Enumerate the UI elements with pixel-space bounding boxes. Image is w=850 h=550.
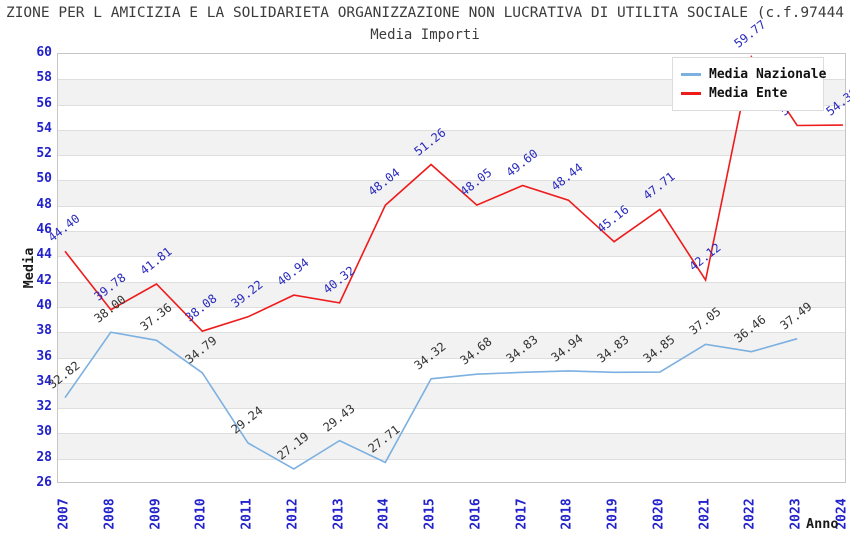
x-tick-label: 2021 — [697, 498, 713, 530]
gridline — [58, 231, 845, 233]
gridline — [58, 79, 845, 81]
y-tick-label: 32 — [36, 399, 52, 415]
y-tick-label: 52 — [36, 146, 52, 162]
legend-line-swatch — [681, 92, 701, 95]
line-media-nazionale — [64, 331, 798, 470]
data-label-media-ente: 59.77 — [731, 17, 769, 51]
plot-band — [58, 129, 845, 156]
x-tick-label: 2015 — [422, 498, 438, 530]
x-tick-label: 2016 — [468, 498, 484, 530]
legend-label: Media Nazionale — [709, 67, 827, 82]
gridline — [58, 155, 845, 157]
y-tick-label: 60 — [36, 45, 52, 60]
y-tick-label: 50 — [36, 171, 52, 187]
x-tick-label: 2011 — [239, 498, 255, 530]
legend-item: Media Nazionale — [681, 65, 826, 84]
x-tick-label: 2009 — [148, 498, 164, 530]
legend: Media Nazionale Media Ente — [672, 57, 826, 111]
x-axis-title: Anno — [806, 516, 839, 532]
y-tick-label: 48 — [36, 196, 52, 212]
x-tick-label: 2017 — [514, 498, 530, 530]
x-tick-label: 2010 — [193, 498, 209, 530]
y-tick-label: 36 — [36, 348, 52, 364]
gridline — [58, 281, 845, 283]
gridline — [58, 205, 845, 207]
line-media-ente — [64, 54, 843, 333]
y-tick-label: 58 — [36, 70, 52, 86]
gridline — [58, 433, 845, 435]
legend-line-swatch — [681, 73, 701, 76]
x-tick-label: 2008 — [102, 498, 118, 530]
gridline — [58, 332, 845, 334]
y-tick-label: 28 — [36, 449, 52, 465]
x-tick-label: 2023 — [788, 498, 804, 530]
x-tick-label: 2014 — [376, 498, 392, 530]
legend-item: Media Ente — [681, 84, 815, 103]
gridline — [58, 458, 845, 460]
legend-label: Media Ente — [709, 86, 788, 101]
x-tick-label: 2013 — [331, 498, 347, 530]
x-tick-label: 2020 — [651, 498, 667, 530]
y-tick-label: 46 — [36, 222, 52, 238]
y-tick-label: 42 — [36, 272, 52, 288]
x-tick-label: 2007 — [56, 498, 72, 530]
plot-band — [58, 281, 845, 307]
plot-band — [58, 180, 845, 206]
plot-band — [58, 433, 845, 459]
gridline — [58, 129, 845, 131]
y-tick-label: 30 — [36, 424, 52, 440]
chart-title: ZIONE PER L AMICIZIA E LA SOLIDARIETA OR… — [5, 5, 845, 21]
gridline — [58, 382, 845, 384]
gridline — [58, 357, 845, 359]
gridline — [58, 408, 845, 410]
y-tick-label: 54 — [36, 120, 52, 136]
gridline — [58, 104, 845, 106]
y-tick-label: 26 — [36, 475, 52, 490]
y-tick-label: 34 — [36, 373, 52, 389]
y-tick-label: 56 — [36, 95, 52, 111]
plot-area — [57, 53, 846, 483]
gridline — [58, 256, 845, 258]
y-tick-label: 38 — [36, 323, 52, 339]
y-tick-label: 40 — [36, 297, 52, 313]
chart-subtitle: Media Importi — [370, 27, 480, 43]
gridline — [58, 306, 845, 308]
x-tick-label: 2019 — [605, 498, 621, 530]
series-lines — [64, 54, 843, 470]
y-tick-label: 44 — [36, 247, 52, 263]
gridline — [58, 180, 845, 182]
x-tick-label: 2022 — [742, 498, 758, 530]
plot-band — [58, 382, 845, 409]
x-tick-label: 2012 — [285, 498, 301, 530]
x-tick-label: 2018 — [559, 498, 575, 530]
